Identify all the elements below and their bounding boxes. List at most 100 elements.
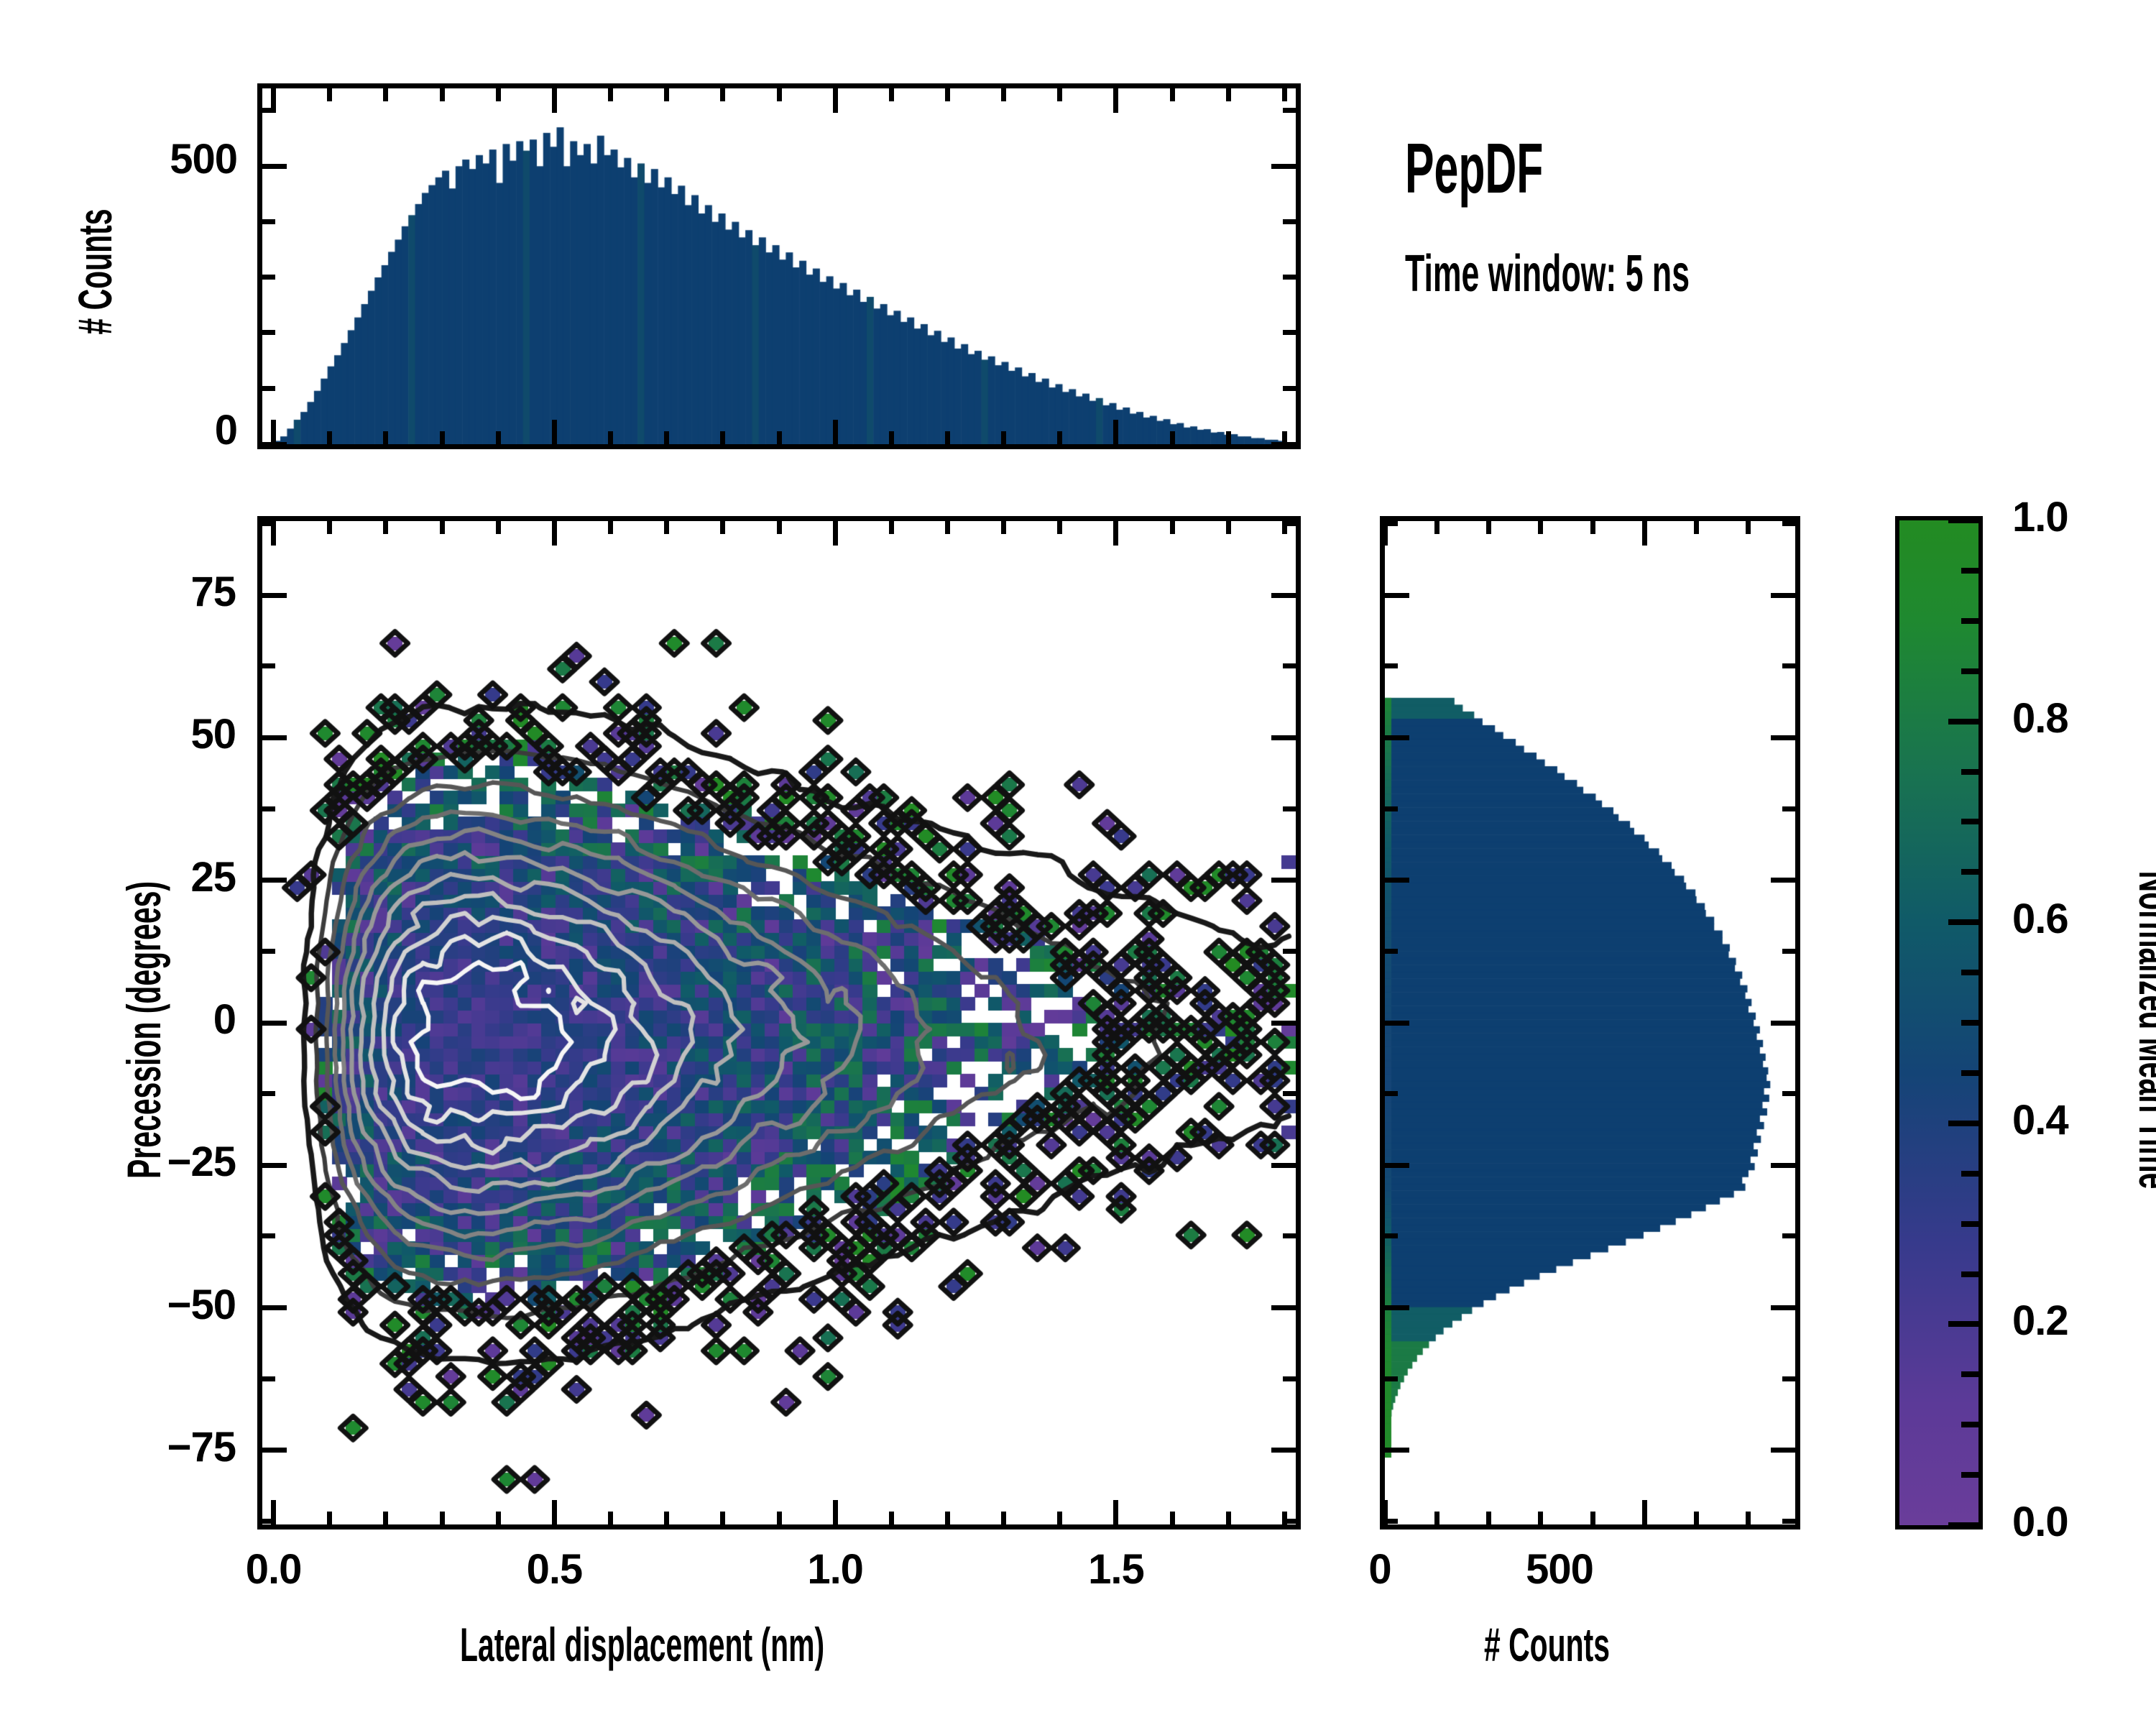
right-marginal-histogram-panel xyxy=(1380,516,1800,1530)
axis-tick xyxy=(1281,88,1287,101)
axis-tick xyxy=(1113,1500,1119,1524)
axis-tick xyxy=(495,1512,501,1524)
axis-tick xyxy=(1961,1070,1978,1076)
axis-tick xyxy=(1746,521,1751,534)
axis-tick xyxy=(439,88,445,101)
main-xtick-2: 1.0 xyxy=(807,1546,864,1593)
top-hist-ytick-500: 500 xyxy=(170,136,238,183)
axis-tick xyxy=(1281,521,1287,534)
axis-tick xyxy=(1283,218,1296,224)
axis-tick xyxy=(262,1448,287,1453)
axis-tick xyxy=(1948,1321,1978,1328)
axis-tick xyxy=(1961,1170,1978,1177)
axis-tick xyxy=(1057,431,1063,444)
axis-tick xyxy=(1590,521,1595,534)
axis-tick xyxy=(776,88,782,101)
axis-tick xyxy=(1169,431,1175,444)
axis-tick xyxy=(262,1162,287,1168)
axis-tick xyxy=(1385,663,1398,669)
axis-tick xyxy=(1283,107,1296,113)
axis-tick xyxy=(1283,663,1296,669)
axis-tick xyxy=(262,163,287,169)
axis-tick xyxy=(832,431,838,444)
axis-tick xyxy=(1001,1512,1007,1524)
axis-tick xyxy=(1948,718,1978,724)
top-marginal-histogram-panel xyxy=(257,83,1301,449)
right-hist-xlabel: # Counts xyxy=(1484,1618,1611,1671)
main-ytick-25: 25 xyxy=(190,853,236,901)
axis-tick xyxy=(720,88,726,101)
axis-tick xyxy=(262,735,287,740)
axis-tick xyxy=(1283,1519,1296,1524)
axis-tick xyxy=(776,1512,782,1524)
axis-tick xyxy=(1746,1512,1751,1524)
colorbar-tick-3: 0.6 xyxy=(2012,896,2069,943)
axis-tick xyxy=(1385,1233,1398,1239)
axis-tick xyxy=(1782,948,1795,954)
axis-tick xyxy=(551,420,557,444)
axis-tick xyxy=(832,521,838,534)
top-histogram-canvas xyxy=(262,88,1296,444)
axis-tick xyxy=(1771,1020,1795,1026)
axis-tick xyxy=(383,1512,389,1524)
axis-tick xyxy=(1271,878,1296,883)
axis-tick xyxy=(262,1519,275,1524)
axis-tick xyxy=(1486,1512,1492,1524)
axis-tick xyxy=(1771,878,1795,883)
axis-tick xyxy=(271,420,277,444)
axis-tick xyxy=(1771,592,1795,598)
axis-tick xyxy=(439,1512,445,1524)
axis-tick xyxy=(1271,441,1296,447)
axis-tick xyxy=(1948,919,1978,926)
axis-tick xyxy=(664,1512,670,1524)
main-ytick-50: 50 xyxy=(190,711,236,758)
axis-tick xyxy=(608,88,614,101)
axis-tick xyxy=(1486,521,1492,534)
axis-tick xyxy=(776,521,782,534)
colorbar-tick-4: 0.8 xyxy=(2012,694,2069,742)
axis-tick xyxy=(1385,1091,1398,1097)
axis-tick xyxy=(551,88,557,113)
axis-tick xyxy=(1385,592,1409,598)
axis-tick xyxy=(1385,520,1398,526)
axis-tick xyxy=(1385,806,1398,811)
axis-tick xyxy=(1283,948,1296,954)
axis-tick xyxy=(1283,520,1296,526)
axis-tick xyxy=(383,431,389,444)
axis-tick xyxy=(262,806,275,811)
axis-tick xyxy=(1271,1162,1296,1168)
axis-tick xyxy=(262,1091,275,1097)
axis-tick xyxy=(262,1233,275,1239)
axis-tick xyxy=(1961,1020,1978,1026)
axis-tick xyxy=(271,521,277,546)
axis-tick xyxy=(888,521,894,534)
axis-tick xyxy=(608,1512,614,1524)
axis-tick xyxy=(1782,806,1795,811)
axis-tick xyxy=(1961,970,1978,976)
axis-tick xyxy=(1385,1020,1409,1026)
axis-tick xyxy=(944,1512,950,1524)
axis-tick xyxy=(1001,88,1007,101)
colorbar-tick-0: 0.0 xyxy=(2012,1499,2069,1545)
axis-tick xyxy=(776,431,782,444)
axis-tick xyxy=(1271,163,1296,169)
axis-tick xyxy=(1057,1512,1063,1524)
axis-tick xyxy=(1385,948,1398,954)
axis-tick xyxy=(1782,1519,1795,1524)
axis-tick xyxy=(664,88,670,101)
axis-tick xyxy=(1001,431,1007,444)
axis-tick xyxy=(944,88,950,101)
main-ylabel: Precession (degrees) xyxy=(117,881,170,1179)
axis-tick xyxy=(439,521,445,534)
main-xlabel: Lateral displacement (nm) xyxy=(460,1618,825,1671)
axis-tick xyxy=(262,1376,275,1381)
axis-tick xyxy=(383,521,389,534)
axis-tick xyxy=(1641,521,1647,546)
axis-tick xyxy=(1948,518,1978,523)
axis-tick xyxy=(1961,819,1978,825)
axis-tick xyxy=(1961,869,1978,875)
main-ytick-neg50: −50 xyxy=(167,1281,236,1328)
axis-tick xyxy=(495,88,501,101)
axis-tick xyxy=(1771,1162,1795,1168)
